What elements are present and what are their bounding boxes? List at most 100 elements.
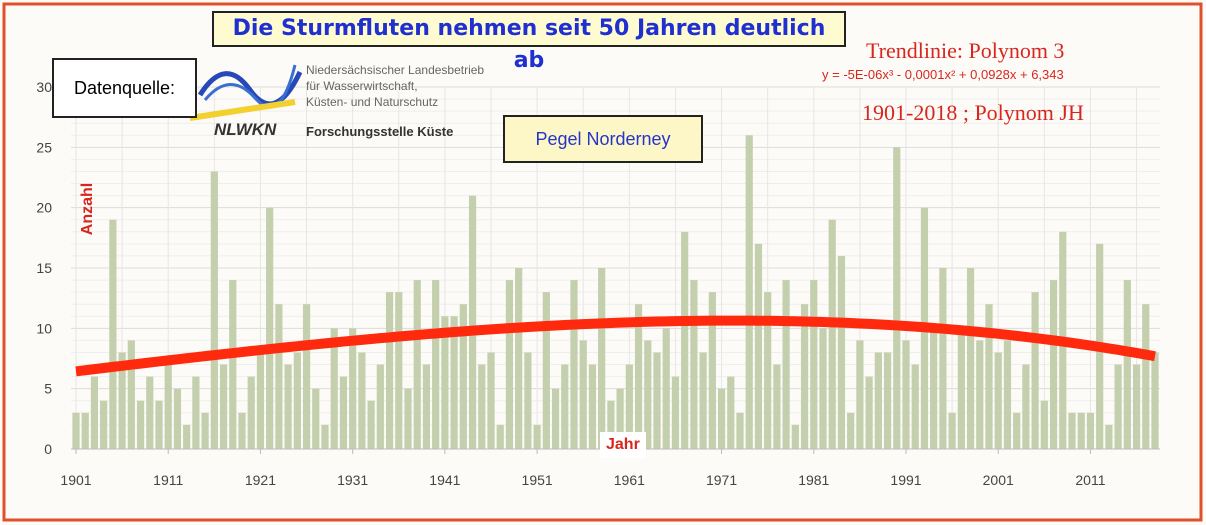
bar-1968 <box>690 280 698 449</box>
x-axis-label: Jahr <box>600 432 646 458</box>
bar-1958 <box>598 268 606 449</box>
x-tick-label: 1991 <box>890 472 921 488</box>
org-line: für Wasserwirtschaft, <box>306 79 418 93</box>
bar-1944 <box>468 195 477 449</box>
bar-1924 <box>284 364 292 449</box>
org-dept: Forschungsstelle Küste <box>306 124 454 139</box>
bar-2018 <box>1151 352 1159 449</box>
bar-1928 <box>321 424 329 449</box>
y-tick-label: 0 <box>44 441 52 457</box>
bar-1995 <box>939 268 947 449</box>
bar-1931 <box>349 328 357 449</box>
y-tick-label: 20 <box>36 200 52 216</box>
bar-1927 <box>312 388 320 449</box>
y-tick-label: 10 <box>36 320 52 336</box>
x-tick-label: 1901 <box>60 472 91 488</box>
bar-1916 <box>210 171 218 449</box>
bar-1911 <box>164 364 172 449</box>
bar-1933 <box>367 400 375 449</box>
bar-1922 <box>266 207 274 449</box>
bar-2005 <box>1031 292 1039 449</box>
org-line: Niedersächsischer Landesbetrieb <box>306 63 485 77</box>
bar-1987 <box>865 376 873 449</box>
bar-2016 <box>1132 364 1141 449</box>
bar-1930 <box>339 376 348 449</box>
bar-1963 <box>644 340 652 449</box>
bar-1948 <box>505 280 514 449</box>
bar-1981 <box>810 280 818 449</box>
y-tick-label: 30 <box>36 79 52 95</box>
org-name: Niedersächsischer Landesbetrieb für Wass… <box>306 62 484 110</box>
bar-1970 <box>708 292 716 449</box>
logo-abbr: NLWKN <box>214 120 277 139</box>
bar-1904 <box>100 400 108 449</box>
bar-1976 <box>764 292 772 449</box>
x-tick-label: 1971 <box>706 472 737 488</box>
x-tick-label: 1981 <box>798 472 829 488</box>
bar-1971 <box>717 388 726 449</box>
bar-1901 <box>72 412 80 449</box>
y-tick-label: 15 <box>36 260 52 276</box>
bar-1983 <box>828 219 836 449</box>
bar-1951 <box>533 424 541 449</box>
bar-2003 <box>1013 412 1021 449</box>
trend-label: Trendlinie: Polynom 3 <box>866 38 1065 63</box>
bar-1957 <box>588 364 597 449</box>
bar-1926 <box>302 304 311 449</box>
bar-1985 <box>847 412 855 449</box>
nlwkn-logo-icon <box>189 64 303 121</box>
bar-1942 <box>450 316 458 449</box>
bar-1935 <box>385 292 394 449</box>
bar-1938 <box>413 280 421 449</box>
bar-1979 <box>791 424 799 449</box>
bar-1920 <box>247 376 255 449</box>
bar-1923 <box>275 304 283 449</box>
bar-1966 <box>671 376 680 449</box>
bar-2011 <box>1086 412 1095 449</box>
bar-1955 <box>570 280 578 449</box>
bar-1974 <box>745 135 753 449</box>
bar-1973 <box>736 412 744 449</box>
bar-1917 <box>219 364 228 449</box>
bar-2002 <box>1003 340 1012 449</box>
bar-1984 <box>837 255 846 449</box>
bar-1950 <box>524 352 532 449</box>
trend-line <box>75 315 1156 377</box>
bar-1988 <box>874 352 882 449</box>
bar-1903 <box>90 376 99 449</box>
bar-1949 <box>515 268 523 449</box>
bar-1989 <box>883 352 892 449</box>
chart-title: Die Sturmfluten nehmen seit 50 Jahren de… <box>212 11 846 73</box>
y-tick-label: 25 <box>36 139 52 155</box>
bar-1912 <box>173 388 182 449</box>
bar-1941 <box>441 316 449 449</box>
bar-1936 <box>395 292 403 449</box>
bar-2010 <box>1077 412 1085 449</box>
bar-1937 <box>404 388 412 449</box>
bar-1946 <box>487 352 495 449</box>
bar-1975 <box>754 243 763 449</box>
bar-1921 <box>256 352 265 449</box>
bar-1977 <box>773 364 781 449</box>
bar-1953 <box>551 388 560 449</box>
x-tick-label: 1911 <box>153 472 183 488</box>
x-tick-label: 1951 <box>522 472 553 488</box>
bar-1965 <box>662 328 670 449</box>
bar-1919 <box>238 412 246 449</box>
bar-1996 <box>948 412 956 449</box>
bar-1998 <box>966 268 975 449</box>
bar-1943 <box>459 304 467 449</box>
bar-1947 <box>496 424 504 449</box>
bar-2004 <box>1022 364 1030 449</box>
bar-1954 <box>561 364 569 449</box>
station-label: Pegel Norderney <box>503 115 703 163</box>
bar-1960 <box>616 388 624 449</box>
org-line: Küsten- und Naturschutz <box>306 95 439 109</box>
bar-1913 <box>183 424 191 449</box>
bar-1909 <box>146 376 154 449</box>
bar-1997 <box>957 328 965 449</box>
bar-1964 <box>653 352 661 449</box>
